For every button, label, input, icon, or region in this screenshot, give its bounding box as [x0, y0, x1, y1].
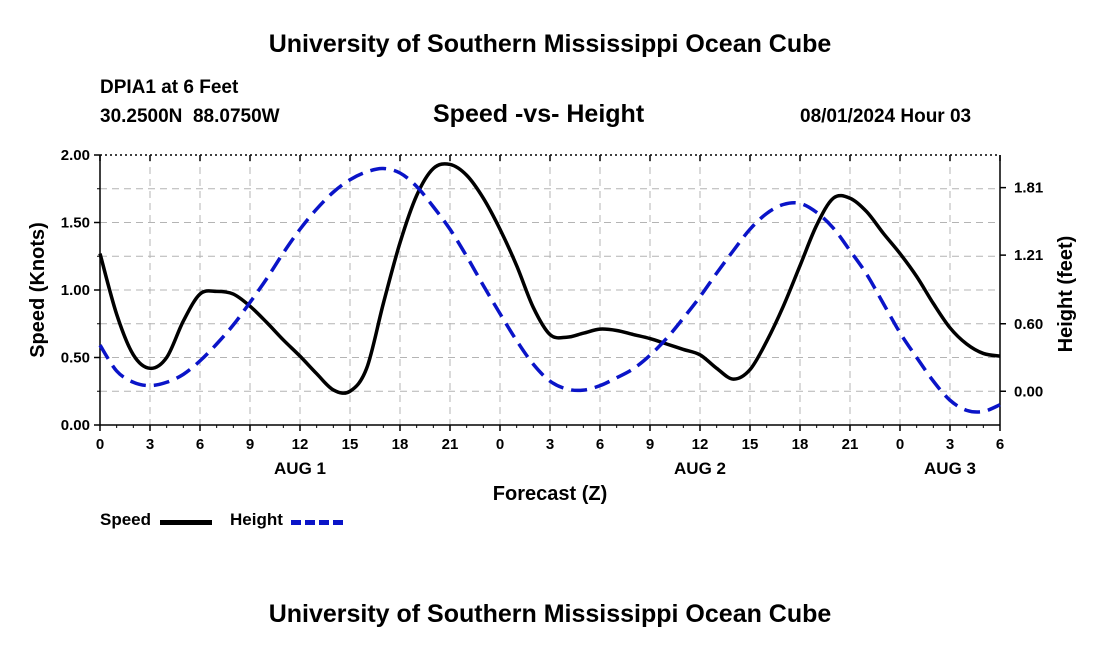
plot-title: Speed -vs- Height [433, 100, 645, 128]
x-tick-label: 15 [742, 436, 759, 453]
left-tick-label: 1.00 [61, 282, 90, 299]
right-tick-label: 1.81 [1014, 180, 1043, 197]
x-tick-label: 3 [946, 436, 954, 453]
legend-speed-swatch [160, 520, 212, 525]
x-tick-label: 0 [496, 436, 504, 453]
left-tick-label: 0.00 [61, 417, 90, 434]
right-tick-label: 0.60 [1014, 316, 1043, 333]
date-label: AUG 3 [924, 459, 976, 478]
x-tick-label: 0 [896, 436, 904, 453]
x-tick-label: 6 [196, 436, 204, 453]
x-tick-label: 12 [692, 436, 709, 453]
x-tick-label: 9 [246, 436, 254, 453]
x-tick-label: 15 [342, 436, 359, 453]
x-axis-label: Forecast (Z) [493, 483, 607, 505]
legend-height-label: Height [230, 510, 283, 529]
date-label: AUG 2 [674, 459, 726, 478]
x-tick-label: 12 [292, 436, 309, 453]
left-tick-label: 1.50 [61, 215, 90, 232]
date-label: AUG 1 [274, 459, 326, 478]
x-tick-label: 18 [792, 436, 809, 453]
series-line-speed [98, 162, 1001, 395]
x-tick-label: 3 [146, 436, 154, 453]
x-tick-label: 0 [96, 436, 104, 453]
legend-height-swatch [291, 520, 343, 525]
series-line-height [98, 166, 1001, 414]
main-title: University of Southern Mississippi Ocean… [268, 30, 832, 58]
right-tick-label: 1.21 [1014, 247, 1043, 264]
legend-speed-label: Speed [100, 510, 152, 529]
right-tick-label: 0.00 [1014, 383, 1043, 400]
x-tick-label: 9 [646, 436, 654, 453]
x-tick-label: 3 [546, 436, 554, 453]
footer-title: University of Southern Mississippi Ocean… [268, 600, 832, 628]
x-tick-label: 6 [996, 436, 1004, 453]
coordinates-label: 30.2500N 88.0750W [100, 106, 280, 127]
x-tick-label: 18 [392, 436, 409, 453]
left-tick-label: 2.00 [61, 147, 90, 164]
x-tick-label: 21 [842, 436, 859, 453]
x-tick-label: 21 [442, 436, 459, 453]
datetime-label: 08/01/2024 Hour 03 [800, 106, 972, 127]
y-axis-left-label: Speed (Knots) [27, 222, 49, 358]
station-label: DPIA1 at 6 Feet [100, 77, 239, 98]
x-tick-label: 6 [596, 436, 604, 453]
left-tick-label: 0.50 [61, 350, 90, 367]
y-axis-right-label: Height (feet) [1055, 236, 1077, 353]
